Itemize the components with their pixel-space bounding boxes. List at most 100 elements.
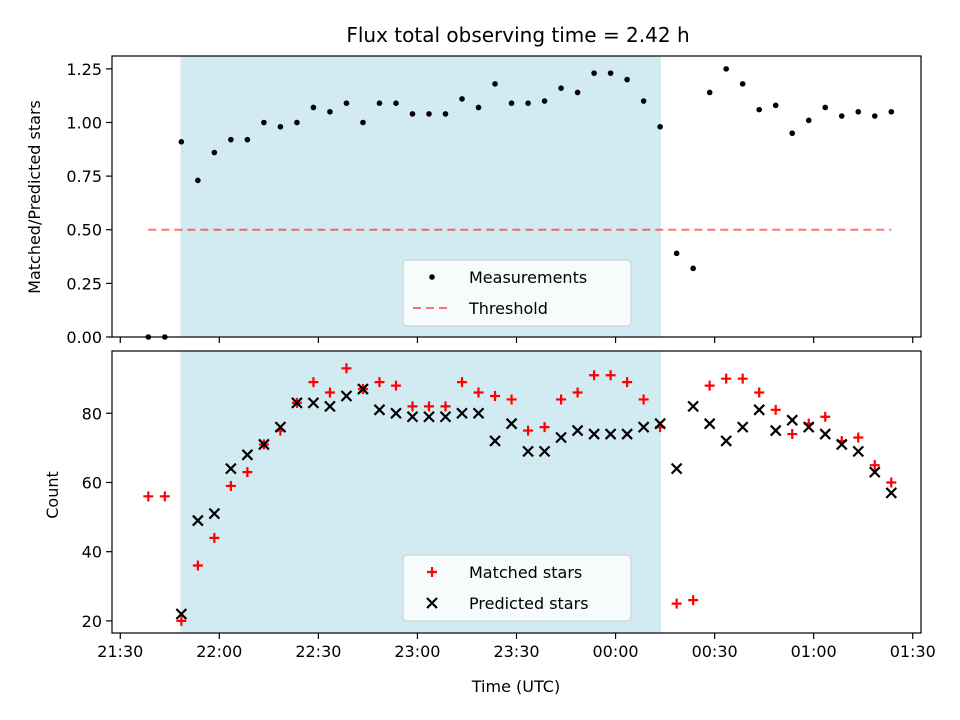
matched-stars-point bbox=[704, 380, 715, 391]
predicted-stars-point bbox=[687, 400, 699, 413]
x-axis-label: Time (UTC) bbox=[471, 677, 560, 696]
predicted-stars-point bbox=[373, 404, 386, 416]
legend-label: Threshold bbox=[468, 299, 548, 318]
x-tick-label: 01:30 bbox=[890, 642, 936, 661]
legend-measurements-swatch bbox=[429, 274, 435, 280]
measurements-point bbox=[475, 104, 482, 111]
measurements-point bbox=[228, 136, 234, 143]
y-tick-label: 80 bbox=[82, 404, 102, 423]
predicted-stars-point bbox=[786, 414, 798, 426]
bottom-y-axis-label: Count bbox=[43, 471, 62, 519]
matched-stars-point bbox=[225, 480, 236, 491]
matched-stars-point bbox=[622, 377, 633, 388]
predicted-stars-point bbox=[571, 424, 584, 437]
measurements-point bbox=[277, 123, 284, 130]
measurements-point bbox=[442, 111, 449, 117]
measurements-point bbox=[855, 108, 862, 115]
matched-stars-point bbox=[523, 425, 534, 436]
bottom-panel: 21:30 22:00 22:30 23:00 23:30 00:00 00:30 01:00… bbox=[43, 350, 936, 661]
matched-stars-point bbox=[242, 467, 253, 478]
measurements-point bbox=[426, 111, 432, 117]
predicted-stars-point bbox=[225, 462, 237, 475]
figure-title: Flux total observing time = 2.42 h bbox=[346, 23, 689, 47]
predicted-stars-point bbox=[588, 428, 600, 440]
measurements-point bbox=[327, 108, 333, 115]
matched-stars-point bbox=[159, 491, 170, 502]
matched-stars-point bbox=[737, 373, 748, 384]
y-tick-label: 0.00 bbox=[66, 328, 102, 347]
predicted-stars-point bbox=[555, 431, 567, 444]
predicted-stars-point bbox=[522, 445, 534, 458]
measurements-point bbox=[624, 76, 630, 83]
measurements-point bbox=[888, 108, 895, 115]
predicted-stars-point bbox=[819, 428, 832, 440]
measurements-point bbox=[343, 100, 350, 106]
measurements-point bbox=[607, 70, 614, 76]
predicted-stars-point bbox=[736, 421, 749, 433]
matched-stars-point bbox=[192, 560, 203, 571]
matched-stars-point bbox=[324, 387, 335, 398]
predicted-stars-point bbox=[357, 383, 369, 395]
predicted-stars-point bbox=[670, 462, 683, 475]
x-tick-label: 21:30 bbox=[97, 642, 143, 661]
predicted-stars-point bbox=[489, 435, 501, 447]
predicted-stars-point bbox=[852, 445, 865, 458]
predicted-stars-point bbox=[291, 397, 303, 409]
predicted-stars-point bbox=[802, 421, 815, 433]
predicted-stars-point bbox=[654, 417, 666, 430]
bottom-panel-marks bbox=[143, 363, 898, 626]
measurements-point bbox=[838, 113, 845, 119]
predicted-stars-point bbox=[258, 438, 270, 451]
measurements-point bbox=[195, 177, 201, 184]
predicted-stars-point bbox=[621, 428, 633, 440]
matched-stars-point bbox=[787, 429, 798, 440]
measurements-point bbox=[541, 98, 548, 104]
y-tick-label: 0.75 bbox=[66, 167, 102, 186]
y-tick-label: 1.00 bbox=[66, 113, 102, 132]
measurements-point bbox=[376, 100, 383, 106]
y-tick-label: 20 bbox=[82, 612, 102, 631]
measurements-point bbox=[244, 136, 251, 143]
top-panel-axes: 0.00 0.25 0.50 0.75 1.00 1.25 bbox=[66, 55, 922, 347]
predicted-stars-point bbox=[307, 397, 320, 409]
measurements-point bbox=[492, 81, 498, 87]
predicted-stars-point bbox=[868, 466, 881, 478]
predicted-stars-point bbox=[505, 417, 518, 430]
predicted-stars-point bbox=[423, 410, 435, 423]
measurements-point bbox=[822, 104, 829, 111]
legend-label: Measurements bbox=[469, 268, 587, 287]
matched-stars-point bbox=[440, 401, 451, 412]
top-panel-marks bbox=[145, 66, 895, 340]
matched-stars-point bbox=[473, 387, 484, 398]
x-tick-label: 00:30 bbox=[692, 642, 738, 661]
measurements-point bbox=[525, 100, 531, 106]
x-tick-label: 01:00 bbox=[791, 642, 837, 661]
measurements-point bbox=[508, 100, 515, 106]
measurements-point bbox=[739, 81, 746, 87]
predicted-stars-point bbox=[274, 421, 287, 433]
measurements-point bbox=[805, 117, 812, 124]
matched-stars-point bbox=[556, 394, 567, 405]
matched-stars-point bbox=[457, 377, 468, 388]
matched-stars-point bbox=[506, 394, 517, 405]
predicted-stars-point bbox=[406, 410, 419, 423]
bottom-legend: Matched stars Predicted stars bbox=[402, 554, 632, 622]
predicted-stars-point bbox=[192, 514, 204, 527]
top-y-axis-label: Matched/Predicted stars bbox=[25, 100, 44, 294]
legend-label: Predicted stars bbox=[469, 594, 589, 613]
measurements-point bbox=[591, 70, 597, 76]
predicted-stars-point bbox=[390, 407, 402, 420]
matched-stars-point bbox=[374, 377, 385, 388]
matched-stars-point bbox=[589, 370, 600, 381]
measurements-point bbox=[294, 119, 300, 126]
measurements-point bbox=[640, 98, 647, 104]
measurements-point bbox=[360, 119, 366, 126]
measurements-point bbox=[178, 139, 185, 145]
matched-stars-point bbox=[721, 373, 732, 384]
x-tick-label: 22:00 bbox=[196, 642, 242, 661]
matched-stars-point bbox=[770, 404, 781, 415]
matched-stars-point bbox=[209, 532, 220, 543]
predicted-stars-point bbox=[538, 445, 551, 458]
predicted-stars-point bbox=[324, 400, 336, 413]
measurements-point bbox=[723, 66, 729, 72]
